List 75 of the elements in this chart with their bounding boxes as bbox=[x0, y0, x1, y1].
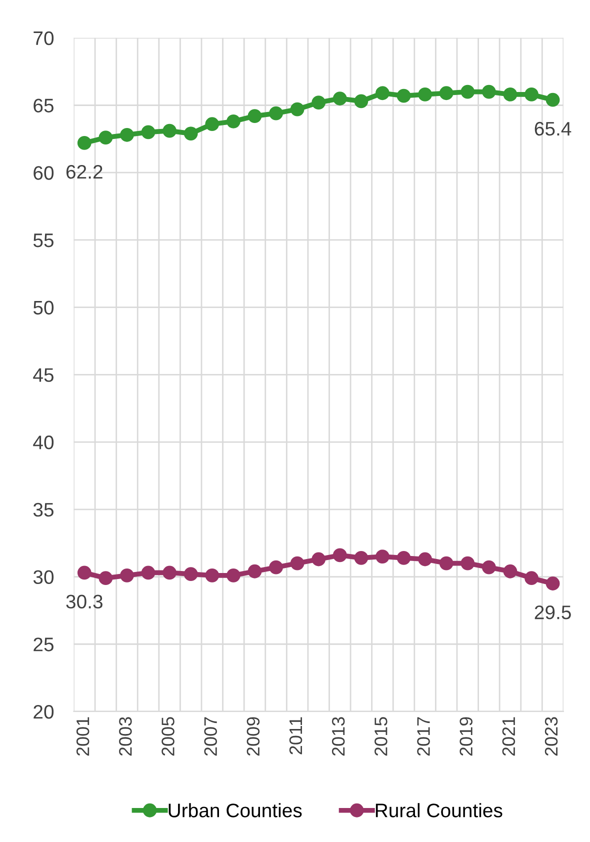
legend-label: Urban Counties bbox=[168, 803, 302, 818]
data-label: 29.5 bbox=[534, 606, 571, 620]
point bbox=[184, 567, 198, 582]
y-tick-label: 65 bbox=[34, 98, 54, 112]
legend-label: Rural Counties bbox=[376, 803, 502, 818]
point bbox=[269, 106, 283, 120]
point bbox=[120, 128, 134, 142]
point bbox=[290, 556, 304, 570]
y-tick-label: 70 bbox=[34, 31, 54, 46]
point bbox=[162, 124, 177, 138]
y-tick-label: 55 bbox=[33, 234, 54, 248]
point bbox=[226, 114, 240, 128]
x-tick-label: 2003 bbox=[119, 717, 132, 756]
point bbox=[354, 550, 368, 565]
point bbox=[77, 566, 92, 580]
point bbox=[205, 568, 220, 582]
point bbox=[418, 552, 432, 566]
point bbox=[418, 88, 432, 102]
point bbox=[248, 564, 262, 578]
y-tick-label: 50 bbox=[33, 300, 54, 315]
point bbox=[226, 568, 240, 582]
point bbox=[460, 84, 475, 99]
point bbox=[376, 86, 390, 100]
x-tick-label: 2007 bbox=[204, 717, 217, 756]
point bbox=[141, 566, 156, 580]
data-label: 65.4 bbox=[534, 122, 572, 136]
point bbox=[460, 556, 475, 570]
point bbox=[439, 86, 454, 100]
y-tick-label: 25 bbox=[34, 638, 54, 652]
point bbox=[503, 564, 518, 578]
point bbox=[396, 88, 411, 103]
x-tick-label: 2023 bbox=[544, 717, 558, 756]
x-tick-label: 2001 bbox=[76, 717, 90, 756]
point bbox=[205, 117, 220, 132]
x-tick-label: 2021 bbox=[502, 717, 516, 756]
point bbox=[290, 102, 304, 116]
point bbox=[184, 126, 198, 140]
point bbox=[162, 566, 177, 580]
x-tick-label: 2015 bbox=[374, 717, 388, 756]
point bbox=[524, 88, 538, 102]
x-tick-label: 2017 bbox=[417, 717, 430, 756]
x-tick-label: 2005 bbox=[162, 717, 174, 756]
point bbox=[98, 130, 113, 145]
point bbox=[269, 560, 283, 574]
data-label: 30.3 bbox=[66, 594, 102, 609]
point bbox=[482, 84, 496, 99]
y-tick-label: 20 bbox=[34, 704, 54, 719]
point bbox=[376, 550, 390, 564]
point bbox=[77, 136, 92, 150]
y-tick-label: 30 bbox=[33, 570, 54, 584]
point bbox=[120, 568, 134, 582]
point bbox=[524, 571, 538, 586]
point bbox=[98, 571, 113, 586]
x-tick-label: 2013 bbox=[332, 717, 345, 756]
point bbox=[354, 94, 368, 108]
point bbox=[248, 109, 262, 123]
x-tick-label: 2011 bbox=[289, 717, 302, 754]
x-tick-label: 2009 bbox=[246, 717, 260, 756]
point bbox=[332, 92, 347, 106]
point bbox=[332, 548, 347, 562]
point bbox=[546, 92, 560, 107]
x-tick-label: 2019 bbox=[460, 717, 472, 756]
point bbox=[141, 125, 156, 140]
y-tick-label: 60 bbox=[34, 166, 54, 180]
point bbox=[396, 550, 411, 565]
point bbox=[546, 576, 560, 590]
point bbox=[312, 552, 326, 566]
point bbox=[503, 88, 518, 102]
y-tick-label: 45 bbox=[33, 368, 54, 382]
y-tick-label: 40 bbox=[33, 436, 54, 450]
y-tick-label: 35 bbox=[33, 502, 54, 517]
data-label: 62.2 bbox=[66, 164, 102, 179]
point bbox=[482, 560, 496, 574]
point bbox=[439, 556, 454, 570]
point bbox=[312, 96, 326, 110]
